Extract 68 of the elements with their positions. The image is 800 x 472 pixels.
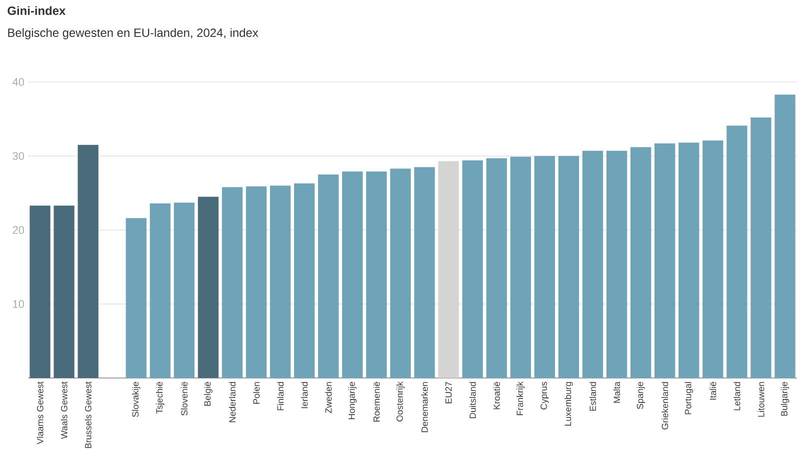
y-tick-label: 10 <box>13 300 24 308</box>
bar <box>414 167 435 378</box>
y-tick-label: 40 <box>12 78 24 86</box>
bar <box>126 218 146 378</box>
bar <box>582 150 604 378</box>
x-tick-label: Denemarken <box>421 382 428 432</box>
x-tick-label: Letland <box>734 382 740 410</box>
x-tick-label: Duitsland <box>469 382 476 418</box>
bar <box>342 172 363 378</box>
y-tick-label: 20 <box>12 226 24 234</box>
bar <box>678 142 700 378</box>
x-tick-label: Brussels Gewest <box>84 382 92 448</box>
bar <box>78 144 98 378</box>
bar <box>534 156 556 378</box>
x-tick-label: Griekenland <box>662 382 668 430</box>
bar <box>318 174 339 378</box>
bar <box>558 156 580 378</box>
x-tick-label: Malta <box>613 382 620 403</box>
bar <box>198 196 219 378</box>
bar <box>366 172 387 378</box>
bar <box>486 158 507 378</box>
x-tick-label: Ierland <box>301 382 308 408</box>
x-tick-label: Finland <box>277 382 284 410</box>
x-tick-label: Nederland <box>228 382 236 422</box>
bar <box>438 161 459 378</box>
x-tick-label: Waals Gewest <box>60 382 68 439</box>
x-tick-label: België <box>204 382 212 406</box>
x-tick-label: Zweden <box>325 382 332 414</box>
bar <box>174 202 195 378</box>
chart-subtitle: Belgische gewesten en EU-landen, 2024, index <box>8 28 258 40</box>
bar <box>294 183 315 378</box>
x-tick-label: Slovenië <box>180 382 188 416</box>
bar <box>222 187 243 378</box>
x-tick-label: Portugal <box>684 382 694 414</box>
x-tick-label: Luxemburg <box>564 382 573 426</box>
bar <box>702 140 724 378</box>
x-tick-label: Bulgarije <box>780 382 790 416</box>
x-tick-label: Oostenrijk <box>396 381 405 422</box>
bar <box>270 186 291 378</box>
bar <box>246 186 267 378</box>
x-tick-label: Slovakije <box>132 382 140 417</box>
bar <box>462 160 483 378</box>
bar <box>726 126 748 378</box>
bar <box>654 143 676 378</box>
x-tick-label: Vlaams Gewest <box>36 382 44 444</box>
y-tick-label: 30 <box>12 152 24 160</box>
bar <box>510 156 531 378</box>
bar <box>30 206 50 378</box>
bar <box>150 203 171 378</box>
bar <box>54 206 74 378</box>
bar <box>390 168 411 378</box>
x-tick-label: Frankrijk <box>516 381 525 416</box>
x-tick-label: Litouwen <box>758 382 764 417</box>
x-tick-label: Cyprus <box>540 382 549 410</box>
x-tick-label: Kroatië <box>493 382 500 410</box>
x-tick-label: EU27 <box>445 382 452 404</box>
x-tick-label: Roemenië <box>373 382 380 422</box>
x-tick-label: Italië <box>710 382 716 400</box>
bar <box>606 150 628 378</box>
x-tick-label: Tsjechië <box>156 382 164 414</box>
bar <box>630 147 652 378</box>
bar <box>750 118 772 378</box>
bar <box>774 94 796 378</box>
x-tick-label: Estland <box>589 382 596 411</box>
chart-title: Gini-index <box>8 6 66 15</box>
x-tick-label: Spanje <box>636 382 645 410</box>
x-tick-label: Hongarije <box>348 382 357 420</box>
x-tick-label: Polen <box>253 382 260 404</box>
